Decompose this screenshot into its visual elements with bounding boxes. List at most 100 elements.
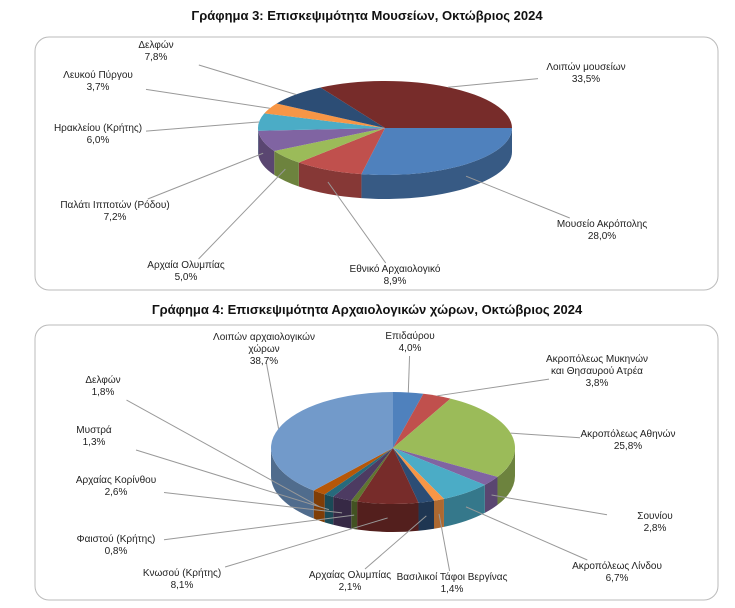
value-label: 1,8% bbox=[91, 387, 115, 398]
value-label: 7,8% bbox=[144, 52, 168, 63]
slice-label: Λευκού Πύργου 3,7% bbox=[63, 70, 133, 94]
slice bbox=[393, 448, 485, 499]
slice bbox=[258, 113, 385, 131]
category-label: Δελφών bbox=[85, 375, 121, 386]
slice-label: Φαιστού (Κρήτης) 0,8% bbox=[77, 534, 156, 558]
slice-label: Κνωσού (Κρήτης) 8,1% bbox=[143, 568, 221, 592]
slice-side bbox=[324, 494, 334, 525]
slice-side bbox=[418, 500, 435, 531]
value-label: 2,1% bbox=[338, 582, 362, 593]
slice bbox=[324, 448, 393, 497]
slice-label: Ακροπόλεως Μυκηνών και Θησαυρού Ατρέα 3,8… bbox=[541, 354, 653, 390]
value-label: 28,0% bbox=[587, 231, 617, 242]
value-label: 8,9% bbox=[383, 276, 407, 287]
leader-line bbox=[327, 181, 387, 264]
slice bbox=[313, 448, 393, 495]
value-label: 38,7% bbox=[249, 356, 279, 367]
value-label: 2,6% bbox=[104, 487, 128, 498]
category-label: Εθνικό Αρχαιολογικό bbox=[349, 264, 441, 275]
leader-line bbox=[510, 432, 581, 439]
leader-line bbox=[163, 514, 355, 541]
slice-label: Ακροπόλεως Λίνδου 6,7% bbox=[572, 561, 662, 585]
slice-side bbox=[497, 448, 515, 505]
leader-line bbox=[147, 152, 264, 200]
slice-label: Μουσείο Ακρόπολης 28,0% bbox=[557, 219, 647, 243]
leader-line bbox=[198, 168, 286, 260]
category-label: Κνωσού (Κρήτης) bbox=[142, 568, 222, 579]
slice bbox=[270, 392, 393, 491]
leader-line bbox=[465, 506, 588, 561]
slice-label: Επιδαύρου 4,0% bbox=[385, 331, 434, 355]
leader-line bbox=[438, 513, 451, 572]
value-label: 33,5% bbox=[571, 74, 601, 85]
slice-side bbox=[271, 448, 314, 519]
category-label: Αρχαίας Ολυμπίας bbox=[308, 570, 392, 581]
category-label: Μουσείο Ακρόπολης bbox=[556, 219, 648, 230]
leader-line bbox=[437, 378, 550, 397]
slice bbox=[357, 448, 419, 505]
value-label: 7,2% bbox=[103, 212, 127, 223]
slice bbox=[393, 448, 435, 503]
slice bbox=[258, 128, 385, 152]
category-label: Ηρακλείου (Κρήτης) bbox=[53, 123, 143, 134]
category-label: Λοιπών αρχαιολογικών χώρων bbox=[213, 332, 315, 355]
slice-side bbox=[357, 501, 419, 532]
value-label: 2,8% bbox=[643, 523, 667, 534]
category-label: Λοιπών μουσείων bbox=[546, 62, 626, 73]
value-label: 4,0% bbox=[398, 343, 422, 354]
category-label: Παλάτι Ιπποτών (Ρόδου) bbox=[60, 200, 170, 211]
leader-line bbox=[265, 362, 280, 429]
value-label: 0,8% bbox=[104, 546, 128, 557]
category-label: Φαιστού (Κρήτης) bbox=[76, 534, 156, 545]
category-label: Επιδαύρου bbox=[385, 331, 435, 342]
slice-label: Δελφών 7,8% bbox=[138, 40, 173, 64]
value-label: 1,4% bbox=[440, 584, 464, 595]
category-label: Βασιλικοί Τάφοι Βεργίνας bbox=[396, 572, 508, 583]
category-label: Αρχαία Ολυμπίας bbox=[147, 260, 225, 271]
leader-line bbox=[145, 88, 270, 109]
value-label: 25,8% bbox=[613, 441, 643, 452]
slice-label: Αρχαία Ολυμπίας 5,0% bbox=[147, 260, 224, 284]
category-label: Αρχαίας Κορίνθου bbox=[75, 475, 157, 486]
slice-side bbox=[361, 128, 512, 199]
leader-line bbox=[224, 517, 388, 568]
leader-line bbox=[465, 175, 570, 219]
category-label: Ακροπόλεως Αθηνών bbox=[580, 429, 676, 440]
slice-label: Ηρακλείου (Κρήτης) 6,0% bbox=[54, 123, 142, 147]
slice-label: Παλάτι Ιπποτών (Ρόδου) 7,2% bbox=[60, 200, 169, 224]
leader-line bbox=[126, 399, 320, 507]
slice-label: Εθνικό Αρχαιολογικό 8,9% bbox=[350, 264, 441, 288]
category-label: Δελφών bbox=[138, 40, 174, 51]
category-label: Σουνίου bbox=[637, 511, 673, 522]
category-label: Λευκού Πύργου bbox=[63, 70, 133, 81]
leader-line bbox=[163, 491, 343, 514]
chart-title: Γράφημα 4: Επισκεψιμότητα Αρχαιολογικών … bbox=[152, 302, 583, 317]
slice bbox=[393, 398, 515, 477]
value-label: 8,1% bbox=[170, 580, 194, 591]
slice-side bbox=[298, 162, 362, 199]
leader-line bbox=[198, 64, 297, 95]
slice-label: Λοιπών αρχαιολογικών χώρων 38,7% bbox=[208, 332, 320, 368]
chart-title: Γράφημα 3: Επισκεψιμότητα Μουσείων, Οκτώ… bbox=[191, 8, 543, 23]
slice bbox=[274, 128, 385, 163]
slice bbox=[393, 448, 498, 485]
value-label: 1,3% bbox=[82, 437, 106, 448]
slice-side bbox=[258, 130, 275, 176]
slice bbox=[393, 393, 451, 448]
slice-side bbox=[274, 151, 299, 187]
leader-line bbox=[447, 78, 539, 88]
leader-line bbox=[491, 494, 608, 516]
slice bbox=[276, 87, 385, 128]
slice bbox=[393, 448, 444, 501]
slice bbox=[333, 448, 393, 501]
category-label: Ακροπόλεως Λίνδου bbox=[572, 561, 662, 572]
value-label: 6,0% bbox=[86, 135, 110, 146]
slice-side bbox=[484, 476, 498, 513]
slice bbox=[298, 128, 385, 175]
slice bbox=[361, 128, 512, 176]
slice-label: Ακροπόλεως Αθηνών 25,8% bbox=[581, 429, 676, 453]
leader-line bbox=[407, 355, 411, 393]
value-label: 5,0% bbox=[174, 272, 198, 283]
